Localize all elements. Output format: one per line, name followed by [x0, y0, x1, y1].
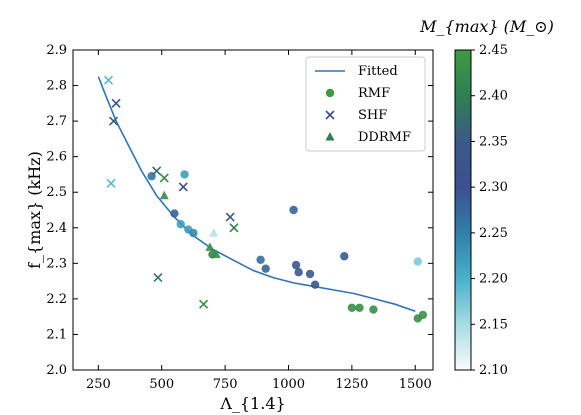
fitted-curve	[97, 76, 416, 313]
legend-shf-swatch	[325, 110, 335, 120]
y-tick-label: 2.7	[46, 114, 67, 129]
plot-area	[72, 49, 434, 371]
shf-point	[103, 75, 114, 85]
legend-label: DDRMF	[358, 130, 411, 145]
rmf-point	[256, 255, 265, 264]
y-tick-label: 2.2	[46, 292, 67, 307]
x-tick-label: 750	[213, 377, 238, 392]
legend-ddrmf-swatch	[325, 132, 335, 141]
colorbar-tick-label: 2.10	[479, 363, 508, 378]
x-tick-label: 1000	[272, 377, 305, 392]
x-axis-label: Λ_{1.4}	[219, 394, 285, 413]
rmf-point	[418, 310, 428, 320]
colorbar-tick-label: 2.40	[479, 89, 508, 104]
legend-label: SHF	[358, 108, 387, 123]
ddrmf-point	[209, 228, 219, 237]
y-tick-label: 2.4	[46, 221, 67, 236]
y-tick-label: 2.9	[46, 43, 67, 58]
legend-label: RMF	[358, 86, 390, 101]
colorbar	[454, 49, 472, 371]
ddrmf-point	[205, 242, 215, 251]
legend-rmf-swatch	[325, 88, 335, 98]
legend-box	[305, 56, 426, 152]
shf-point	[152, 166, 162, 176]
rmf-point	[340, 252, 349, 261]
shf-point	[106, 178, 116, 188]
shf-point	[111, 98, 121, 108]
colorbar-label: M_{max} (M_⊙)	[419, 17, 554, 36]
rmf-point	[176, 220, 185, 229]
y-tick-label: 2.5	[46, 185, 67, 200]
colorbar-tick-label: 2.25	[479, 226, 508, 241]
colorbar-tick-label: 2.45	[479, 43, 508, 58]
ddrmf-point	[159, 190, 169, 200]
rmf-point	[294, 268, 303, 277]
rmf-point	[347, 303, 357, 312]
rmf-point	[189, 228, 198, 238]
rmf-point	[413, 257, 422, 266]
legend-label: Fitted	[358, 64, 398, 79]
rmf-point	[261, 264, 270, 273]
rmf-point	[369, 305, 378, 314]
rmf-point	[305, 269, 315, 279]
y-axis-label: f_{max} (kHz)	[25, 151, 44, 269]
shf-point	[153, 272, 163, 283]
y-tick-label: 2.8	[46, 79, 67, 94]
y-tick-label: 2.3	[46, 256, 67, 271]
rmf-point	[289, 205, 298, 215]
rmf-point	[310, 280, 320, 289]
rmf-point	[180, 170, 189, 179]
x-tick-label: 1500	[399, 377, 432, 392]
x-tick-label: 1250	[335, 377, 368, 392]
shf-point	[198, 299, 209, 309]
colorbar-tick-label: 2.20	[479, 272, 508, 287]
ddrmf-point	[211, 249, 221, 258]
shf-point	[108, 116, 119, 126]
x-tick-label: 250	[86, 377, 111, 392]
colorbar-tick-label: 2.15	[479, 317, 508, 332]
y-tick-label: 2.1	[46, 327, 67, 342]
shf-point	[225, 212, 235, 222]
colorbar-tick-label: 2.30	[479, 180, 508, 195]
rmf-point	[170, 209, 179, 218]
shf-point	[178, 182, 188, 192]
y-tick-label: 2.0	[46, 363, 67, 378]
shf-point	[159, 173, 169, 183]
x-tick-label: 500	[149, 377, 174, 392]
y-tick-label: 2.6	[46, 150, 67, 165]
rmf-point	[291, 260, 301, 270]
shf-point	[229, 223, 239, 233]
rmf-point	[355, 303, 364, 312]
colorbar-tick-label: 2.35	[479, 134, 508, 149]
